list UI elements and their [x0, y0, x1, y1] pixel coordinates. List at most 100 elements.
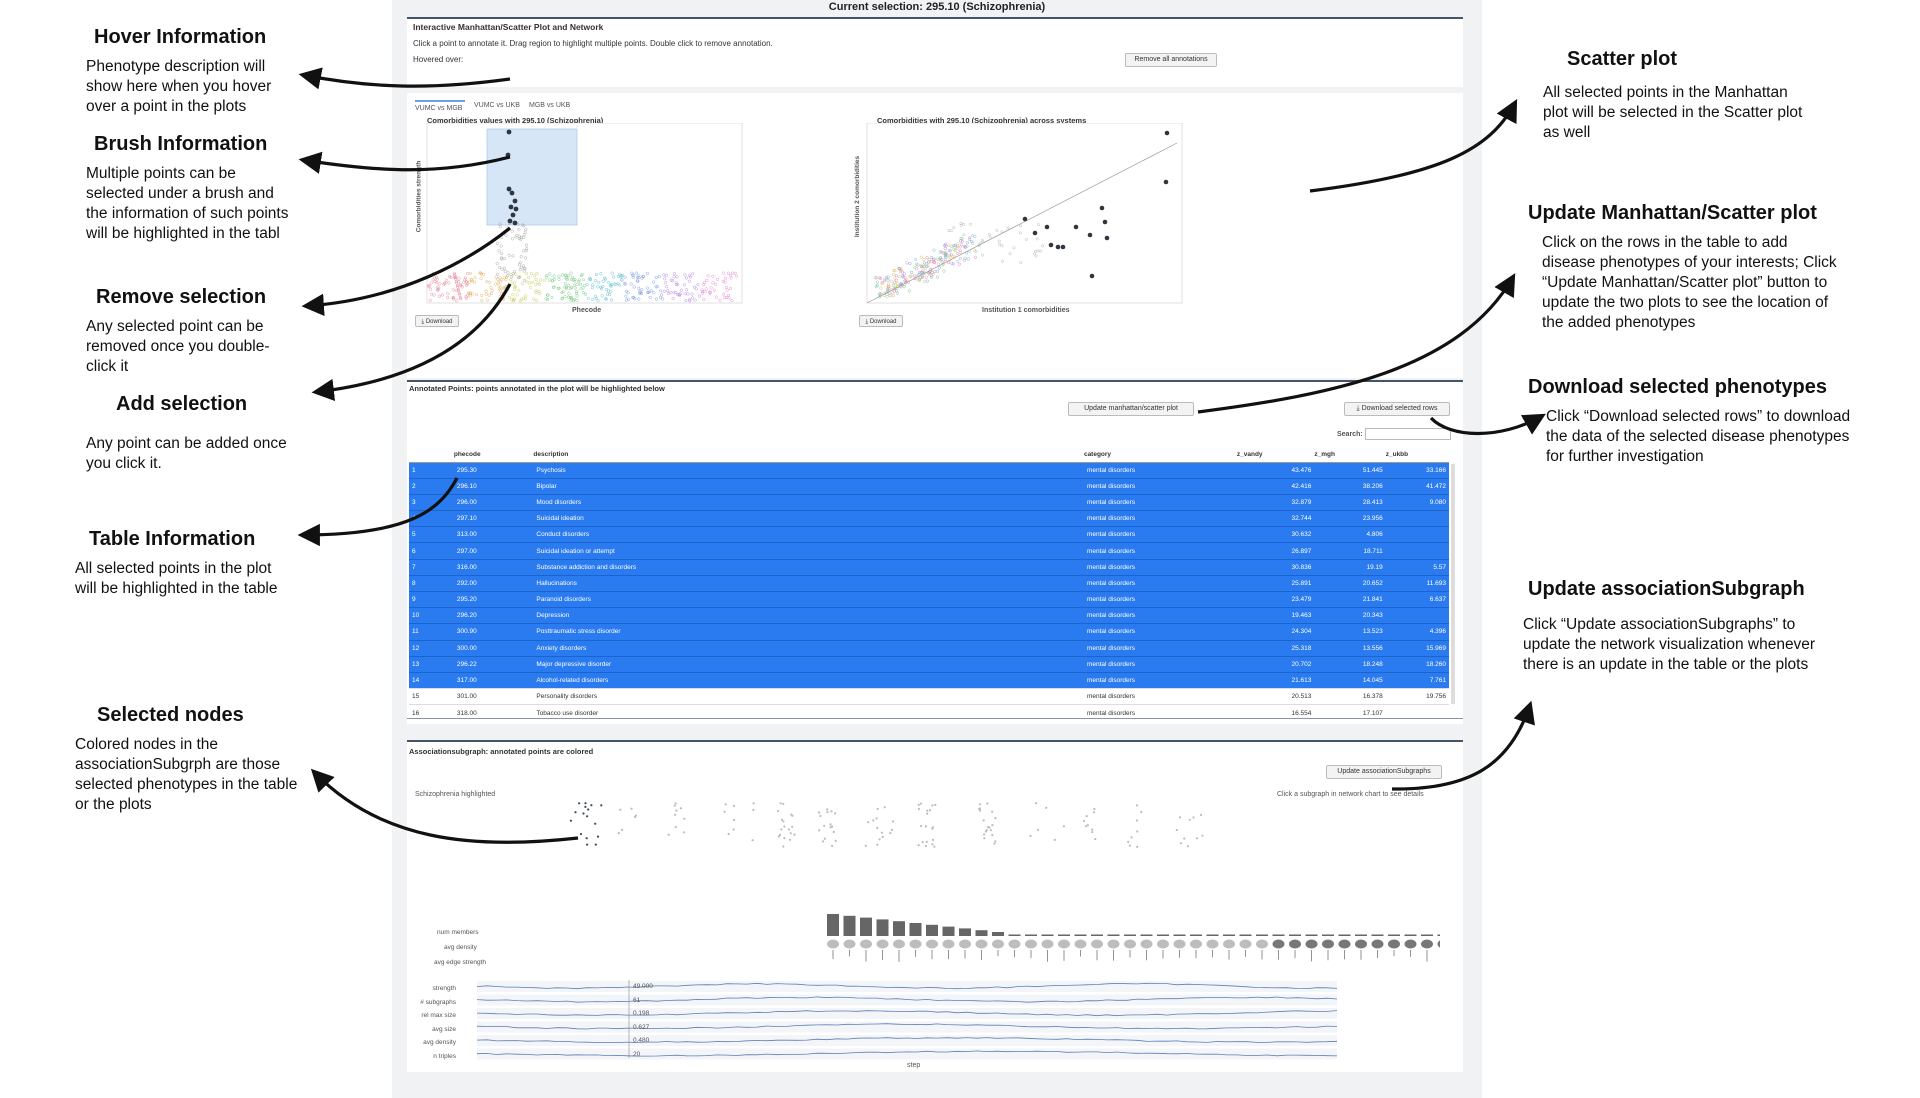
brush-region[interactable]	[486, 128, 578, 226]
selected-point[interactable]	[1163, 179, 1169, 185]
bar-num-members[interactable]	[1388, 934, 1400, 937]
density-marker[interactable]	[893, 939, 905, 949]
density-marker[interactable]	[1404, 939, 1417, 949]
density-marker[interactable]	[926, 939, 938, 949]
selected-point[interactable]	[1089, 273, 1095, 279]
bar-num-members[interactable]	[1173, 934, 1186, 937]
bar-num-members[interactable]	[860, 917, 872, 936]
table-row[interactable]: 4 297.10 Suicidal ideation mental disorders…	[409, 510, 1449, 527]
selected-point[interactable]	[513, 206, 519, 212]
density-marker[interactable]	[1223, 939, 1235, 949]
selected-point[interactable]	[1099, 205, 1105, 211]
selected-point[interactable]	[512, 220, 518, 226]
bar-num-members[interactable]	[1338, 934, 1351, 937]
selected-point[interactable]	[506, 186, 512, 192]
download-selected-rows-button[interactable]: ⤓ Download selected rows	[1344, 402, 1450, 416]
scatter-plot[interactable]	[857, 123, 1187, 313]
bar-num-members[interactable]	[876, 919, 889, 936]
selected-point[interactable]	[1048, 242, 1054, 248]
selected-point[interactable]	[1022, 216, 1028, 222]
bar-num-members[interactable]	[827, 914, 839, 936]
density-marker[interactable]	[1388, 939, 1400, 949]
table-row[interactable]: 7 316.00 Substance addiction and disorders…	[409, 558, 1449, 576]
network-subgraphs[interactable]	[569, 802, 1204, 848]
density-marker[interactable]	[1008, 939, 1021, 949]
selected-points[interactable]	[1022, 130, 1170, 279]
selected-point[interactable]	[1164, 130, 1170, 136]
density-marker[interactable]	[827, 939, 839, 949]
bar-num-members[interactable]	[1371, 934, 1384, 937]
subgraph-step-lines[interactable]	[477, 980, 1427, 1062]
bar-num-members[interactable]	[1322, 934, 1334, 937]
density-marker[interactable]	[1140, 939, 1153, 949]
density-marker[interactable]	[1239, 939, 1252, 949]
bar-num-members[interactable]	[926, 924, 938, 936]
bar-num-members[interactable]	[1091, 934, 1103, 937]
selected-point[interactable]	[1032, 230, 1038, 236]
density-marker[interactable]	[876, 939, 889, 949]
density-marker[interactable]	[1338, 939, 1351, 949]
density-marker[interactable]	[909, 939, 922, 949]
density-marker[interactable]	[1190, 939, 1202, 949]
bar-num-members[interactable]	[1223, 934, 1235, 937]
bar-num-members[interactable]	[992, 932, 1004, 936]
density-marker[interactable]	[1272, 939, 1285, 949]
summary-bars[interactable]	[827, 914, 1440, 962]
density-marker[interactable]	[1124, 939, 1136, 949]
table-scrollbar[interactable]	[1451, 464, 1455, 704]
density-marker[interactable]	[1437, 940, 1441, 949]
density-marker[interactable]	[1289, 939, 1301, 949]
selected-point[interactable]	[507, 218, 513, 224]
density-marker[interactable]	[1058, 939, 1070, 949]
bar-num-members[interactable]	[1025, 934, 1037, 937]
density-marker[interactable]	[942, 939, 955, 949]
update-manhattan-scatter-button[interactable]: Update manhattan/scatter plot	[1068, 402, 1194, 416]
table-row[interactable]: 13 296.22 Major depressive disorder mental …	[409, 655, 1449, 673]
table-row[interactable]: 5 313.00 Conduct disorders mental disorders…	[409, 526, 1449, 543]
bar-num-members[interactable]	[1305, 934, 1318, 937]
table-row[interactable]: 1 295.30 Psychosis mental disorders 43.476 51…	[409, 461, 1449, 479]
selected-point[interactable]	[510, 212, 516, 218]
selected-points[interactable]	[505, 129, 519, 226]
density-marker[interactable]	[992, 939, 1004, 949]
density-marker[interactable]	[1371, 939, 1384, 949]
density-marker[interactable]	[959, 939, 971, 949]
bar-num-members[interactable]	[1041, 934, 1054, 937]
selected-point[interactable]	[1060, 244, 1066, 250]
density-marker[interactable]	[1074, 939, 1087, 949]
selected-point[interactable]	[1087, 232, 1093, 238]
bar-num-members[interactable]	[975, 930, 988, 936]
table-row[interactable]: 6 297.00 Suicidal ideation or attempt menta…	[409, 542, 1449, 560]
tab-vumc-ukb[interactable]: VUMC vs UKB	[474, 102, 520, 109]
density-marker[interactable]	[1256, 939, 1268, 949]
bar-num-members[interactable]	[1157, 934, 1169, 937]
table-row[interactable]: 14 317.00 Alcohol-related disorders mental …	[409, 671, 1449, 689]
table-row[interactable]: 2 296.10 Bipolar mental disorders 42.416 38.2…	[409, 477, 1449, 495]
density-marker[interactable]	[1157, 939, 1169, 949]
search-input[interactable]	[1365, 428, 1451, 440]
bar-num-members[interactable]	[909, 923, 922, 936]
table-row[interactable]: 16 318.00 Tobacco use disorder mental disor…	[409, 704, 1449, 721]
bar-num-members[interactable]	[1107, 934, 1120, 937]
density-marker[interactable]	[1322, 939, 1334, 949]
selected-point[interactable]	[506, 129, 512, 135]
selected-point[interactable]	[1055, 244, 1061, 250]
bar-num-members[interactable]	[1140, 934, 1153, 937]
selected-point[interactable]	[1073, 224, 1079, 230]
density-marker[interactable]	[1206, 939, 1219, 949]
selected-point[interactable]	[1044, 224, 1050, 230]
density-marker[interactable]	[1107, 939, 1120, 949]
density-marker[interactable]	[843, 939, 856, 949]
selected-point[interactable]	[1102, 219, 1108, 225]
tab-vumc-mgb[interactable]: VUMC vs MGB	[415, 100, 465, 112]
bar-num-members[interactable]	[1008, 934, 1021, 937]
bar-num-members[interactable]	[1190, 934, 1202, 937]
tab-mgb-ukb[interactable]: MGB vs UKB	[529, 102, 571, 109]
manhattan-download-button[interactable]: ⤓ Download	[415, 315, 459, 327]
bar-num-members[interactable]	[1272, 934, 1285, 937]
density-marker[interactable]	[1041, 939, 1054, 949]
scatter-download-button[interactable]: ⤓ Download	[859, 315, 903, 327]
bar-num-members[interactable]	[843, 915, 856, 936]
selected-point[interactable]	[1104, 235, 1110, 241]
bar-num-members[interactable]	[893, 921, 905, 936]
